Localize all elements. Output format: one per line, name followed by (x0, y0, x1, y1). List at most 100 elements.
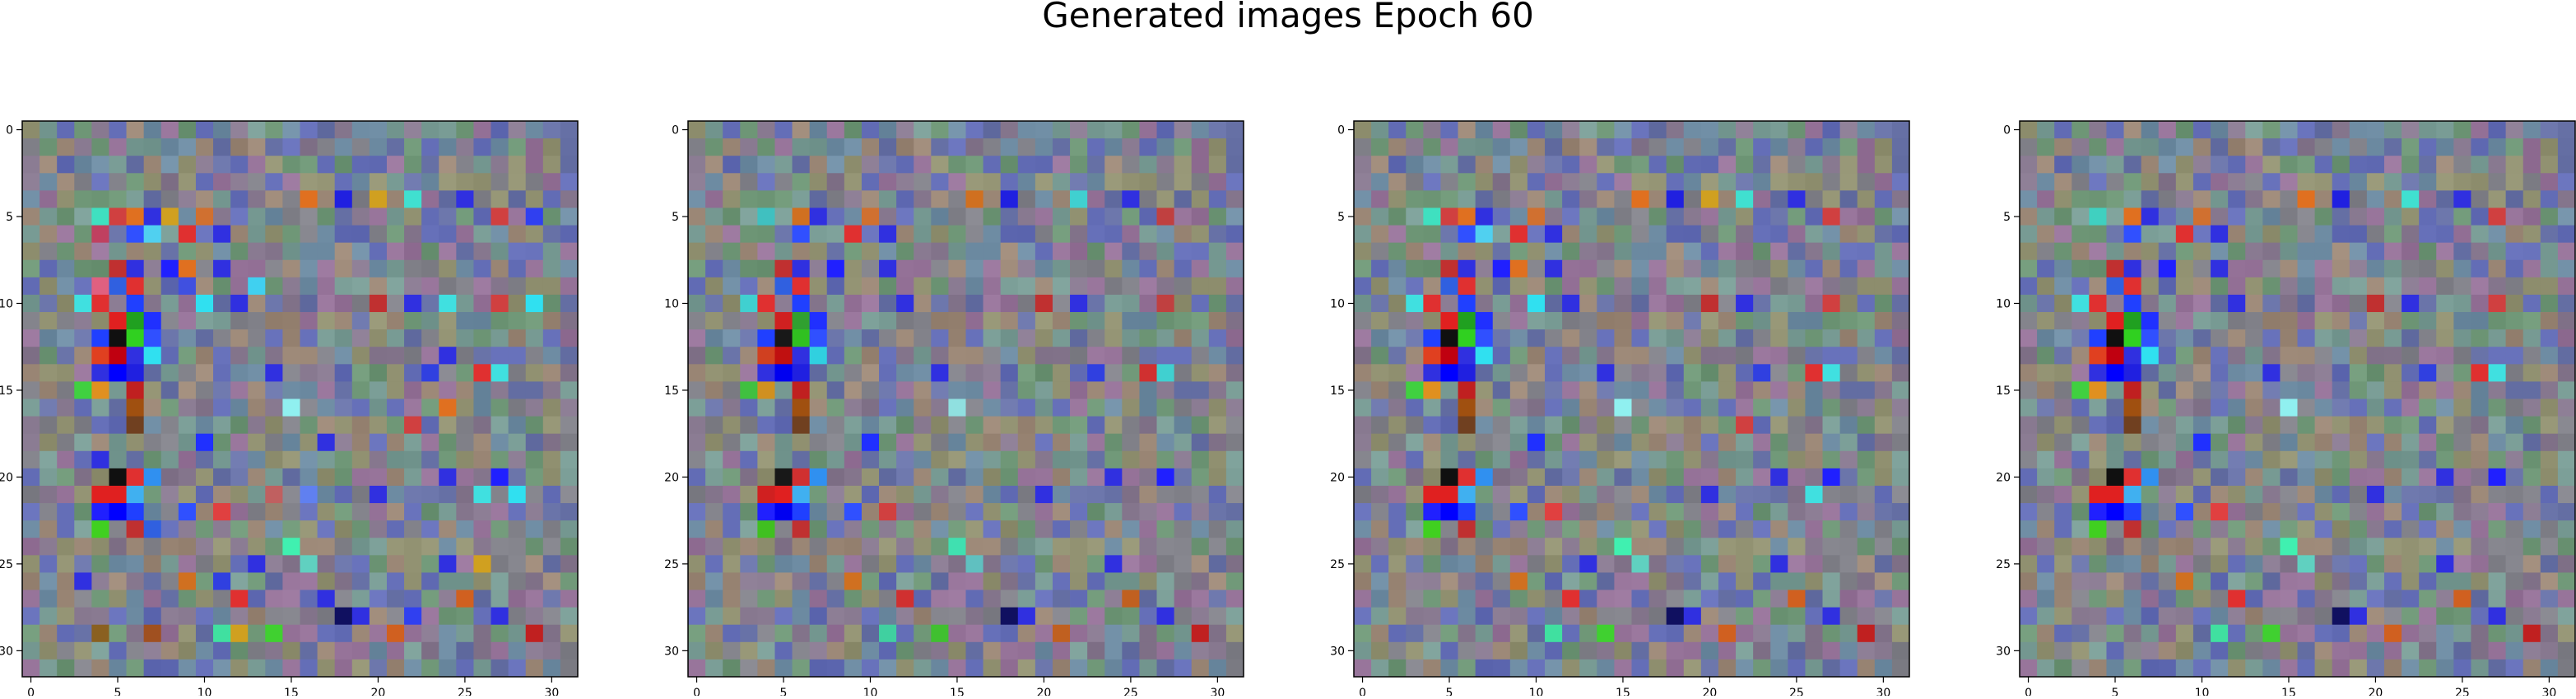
pixel-cell (386, 607, 405, 626)
pixel-cell (774, 364, 793, 382)
pixel-cell (1423, 607, 1441, 626)
pixel-cell (2123, 156, 2142, 174)
pixel-cell (143, 485, 162, 504)
pixel-cell (2332, 225, 2350, 244)
pixel-cell (386, 173, 405, 191)
pixel-cell (1174, 433, 1193, 452)
pixel-cell (2245, 259, 2263, 278)
pixel-cell (2141, 659, 2160, 678)
pixel-cell (1104, 277, 1123, 296)
pixel-cell (2523, 156, 2541, 174)
pixel-cell (2366, 538, 2385, 556)
pixel-cell (1475, 433, 1494, 452)
pixel-cell (2402, 381, 2420, 399)
pixel-cell (2419, 121, 2437, 139)
pixel-cell (1718, 624, 1737, 643)
pixel-cell (195, 659, 214, 678)
pixel-cell (1139, 607, 1157, 626)
pixel-cell (195, 312, 214, 330)
pixel-cell (1122, 225, 1140, 244)
pixel-cell (844, 659, 863, 678)
pixel-cell (965, 225, 983, 244)
pixel-cell (1631, 659, 1649, 678)
pixel-cell (983, 294, 1002, 313)
pixel-cell (126, 659, 145, 678)
pixel-cell (369, 624, 388, 643)
pixel-cell (1631, 607, 1649, 626)
pixel-cell (1874, 433, 1893, 452)
pixel-cell (1822, 607, 1841, 626)
pixel-cell (2141, 607, 2160, 626)
pixel-cell (248, 156, 266, 174)
pixel-cell (542, 364, 561, 382)
pixel-cell (1822, 312, 1841, 330)
pixel-cell (1406, 138, 1424, 156)
pixel-cell (1122, 156, 1140, 174)
pixel-cell (1000, 156, 1019, 174)
pixel-cell (1156, 294, 1175, 313)
pixel-cell (1475, 294, 1494, 313)
pixel-cell (2071, 555, 2090, 573)
pixel-cell (723, 225, 741, 244)
pixel-cell (1492, 589, 1511, 608)
pixel-cell (265, 659, 283, 678)
pixel-cell (1492, 503, 1511, 521)
pixel-cell (1035, 138, 1053, 156)
pixel-cell (2505, 572, 2524, 590)
pixel-cell (1839, 416, 1858, 435)
pixel-cell (421, 381, 439, 399)
pixel-cell (126, 450, 145, 469)
pixel-cell (1052, 347, 1071, 365)
pixel-cell (1087, 225, 1105, 244)
pixel-cell (757, 138, 775, 156)
pixel-cell (914, 433, 932, 452)
pixel-cell (809, 416, 828, 435)
pixel-cell (265, 589, 283, 608)
pixel-cell (1753, 503, 1771, 521)
pixel-cell (1156, 659, 1175, 678)
pixel-cell (160, 242, 179, 261)
pixel-cell (160, 381, 179, 399)
pixel-cell (723, 190, 741, 208)
pixel-cell (2123, 225, 2142, 244)
pixel-cell (386, 485, 405, 504)
pixel-cell (386, 398, 405, 417)
pixel-cell (1788, 624, 1806, 643)
pixel-cell (1770, 572, 1788, 590)
pixel-cell (757, 589, 775, 608)
pixel-cell (2158, 347, 2177, 365)
pixel-cell (1406, 242, 1424, 261)
pixel-cell (57, 659, 75, 678)
pixel-cell (1208, 364, 1227, 382)
pixel-cell (2402, 156, 2420, 174)
pixel-cell (965, 485, 983, 504)
pixel-cell (1736, 659, 1754, 678)
pixel-cell (2020, 433, 2038, 452)
pixel-cell (1597, 485, 1615, 504)
pixel-cell (1122, 312, 1140, 330)
pixel-cell (914, 312, 932, 330)
pixel-cell (1753, 364, 1771, 382)
pixel-cell (334, 433, 353, 452)
pixel-cell (2523, 347, 2541, 365)
pixel-cell (2471, 607, 2489, 626)
pixel-cell (2245, 173, 2263, 191)
pixel-cell (22, 641, 40, 660)
pixel-cell (2071, 520, 2090, 538)
pixel-cell (109, 538, 127, 556)
pixel-cell (1087, 242, 1105, 261)
pixel-cell (317, 398, 336, 417)
x-tick-label: 20 (2369, 687, 2383, 696)
pixel-cell (2419, 433, 2437, 452)
pixel-cell (1225, 520, 1244, 538)
pixel-cell (1225, 294, 1244, 313)
pixel-cell (688, 294, 706, 313)
pixel-cell (178, 538, 197, 556)
pixel-cell (1354, 242, 1372, 261)
pixel-cell (1458, 641, 1476, 660)
pixel-cell (1406, 190, 1424, 208)
pixel-cell (2262, 259, 2281, 278)
pixel-cell (178, 207, 197, 226)
pixel-cell (1753, 468, 1771, 487)
pixel-cell (705, 607, 723, 626)
